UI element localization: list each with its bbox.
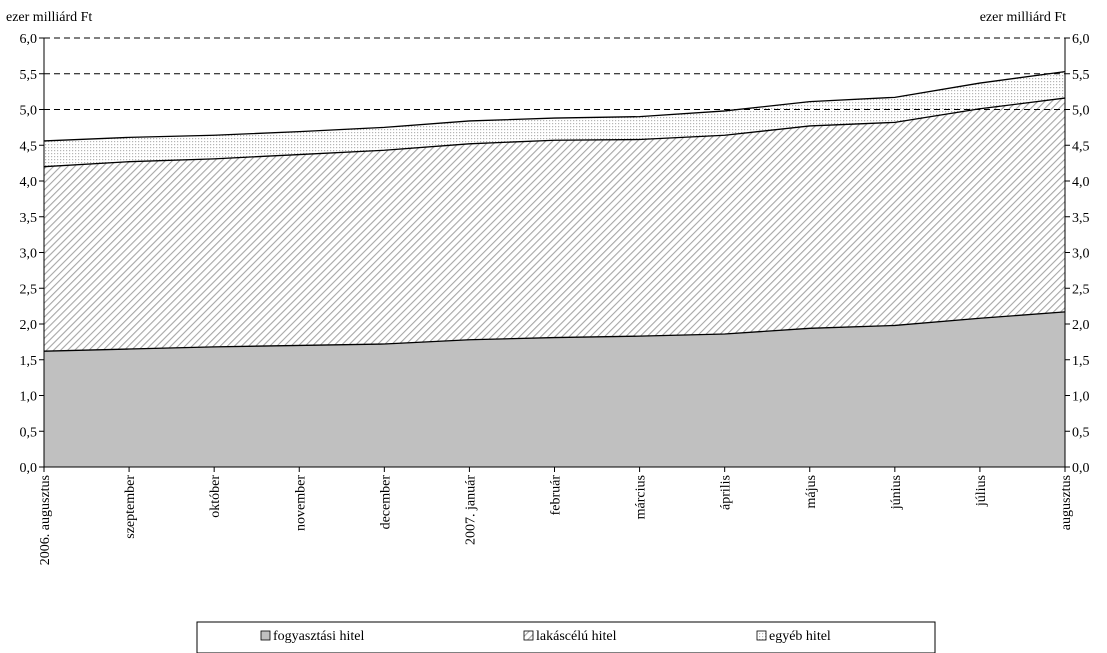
y-tick-label-right: 4,0 xyxy=(1072,175,1090,190)
y-tick-label-left: 1,5 xyxy=(20,354,38,369)
y-tick-label-right: 1,0 xyxy=(1072,390,1090,405)
y-tick-label-right: 3,0 xyxy=(1072,247,1090,262)
y-tick-label-right: 2,0 xyxy=(1072,318,1090,333)
x-tick-label: december xyxy=(378,475,393,530)
y-tick-label-right: 0,5 xyxy=(1072,425,1090,440)
legend-label-egyeb: egyéb hitel xyxy=(769,629,831,644)
x-tick-label: május xyxy=(804,475,819,508)
y-tick-label-right: 5,0 xyxy=(1072,104,1090,119)
y-tick-label-left: 2,5 xyxy=(20,282,38,297)
line-egyeb-hitel xyxy=(43,70,1066,142)
x-tick-label: február xyxy=(549,475,564,516)
y-tick-label-left: 5,5 xyxy=(20,68,38,83)
legend-swatch-fogyasztasi xyxy=(260,630,271,641)
y-tick-label-right: 2,5 xyxy=(1072,282,1090,297)
y-tick-label-left: 0,5 xyxy=(20,425,38,440)
y-axis-right: 0,0 0,5 1,0 1,5 2,0 2,5 3,0 3,5 4,0 4,5 5,0 5,5 6,0 xyxy=(1065,32,1090,476)
legend-swatch-egyeb xyxy=(756,630,767,641)
x-tick-label: április xyxy=(719,475,734,510)
plot-area xyxy=(43,37,1066,468)
left-unit-label: ezer milliárd Ft xyxy=(6,10,92,25)
legend-frame xyxy=(196,621,936,653)
y-tick-label-left: 3,0 xyxy=(20,247,38,262)
x-axis: 2006. augusztus szeptember október november… xyxy=(38,467,1074,565)
legend-label-fogyasztasi: fogyasztási hitel xyxy=(273,629,364,644)
y-tick-label-right: 3,5 xyxy=(1072,211,1090,226)
x-tick-label: november xyxy=(293,475,308,531)
y-tick-label-left: 4,5 xyxy=(20,139,38,154)
y-tick-label-right: 6,0 xyxy=(1072,32,1090,47)
y-tick-label-left: 6,0 xyxy=(20,32,38,47)
y-tick-label-right: 0,0 xyxy=(1072,461,1090,476)
line-fogyasztasi-hitel xyxy=(43,311,1066,352)
x-tick-label: június xyxy=(889,475,904,510)
area-fogyasztasi-hitel xyxy=(44,311,1065,467)
y-tick-label-left: 3,5 xyxy=(20,211,38,226)
legend-swatch-lakascelu xyxy=(523,630,534,641)
y-tick-label-left: 5,0 xyxy=(20,104,38,119)
x-tick-label: március xyxy=(634,475,649,519)
y-tick-label-left: 0,0 xyxy=(20,461,38,476)
x-tick-label: július xyxy=(974,475,989,507)
x-tick-label: 2007. január xyxy=(463,475,478,545)
x-tick-label: szeptember xyxy=(123,475,138,539)
y-tick-label-left: 2,0 xyxy=(20,318,38,333)
x-tick-label: október xyxy=(208,475,223,518)
x-tick-label: augusztus xyxy=(1059,475,1074,530)
x-tick-label: 2006. augusztus xyxy=(38,475,53,565)
line-lakascelu-hitel xyxy=(43,97,1066,168)
legend-label-lakascelu: lakáscélú hitel xyxy=(536,629,617,644)
area-lakascelu-hitel xyxy=(44,98,1065,352)
y-axis-left: 0,0 0,5 1,0 1,5 2,0 2,5 3,0 3,5 4,0 4,5 5,0 5,5 6,0 xyxy=(20,32,44,476)
y-tick-label-left: 4,0 xyxy=(20,175,38,190)
area-egyeb-hitel xyxy=(44,71,1065,167)
y-tick-label-right: 5,5 xyxy=(1072,68,1090,83)
y-tick-label-right: 1,5 xyxy=(1072,354,1090,369)
y-tick-label-right: 4,5 xyxy=(1072,139,1090,154)
right-unit-label: ezer milliárd Ft xyxy=(980,10,1066,25)
legend: fogyasztási hitel lakáscélú hitel egyéb … xyxy=(196,621,936,653)
y-tick-label-left: 1,0 xyxy=(20,390,38,405)
